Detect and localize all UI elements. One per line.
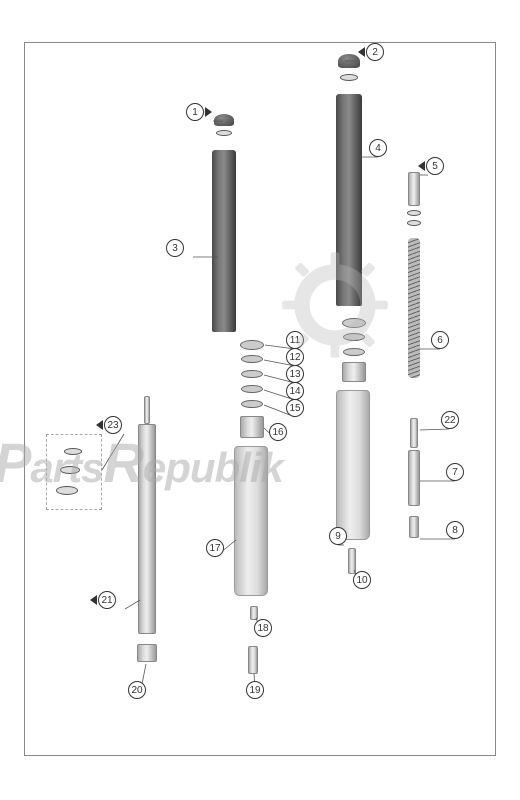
- callout-16: 16: [269, 423, 287, 441]
- callout-12: 12: [286, 348, 304, 366]
- callout-11: 11: [286, 331, 304, 349]
- part-tube-3: [212, 150, 236, 332]
- callout-14: 14: [286, 382, 304, 400]
- callout-15: 15: [286, 399, 304, 417]
- callout-23: 23: [104, 416, 122, 434]
- callout-arrow-2: [358, 47, 365, 57]
- part-lower-17: [234, 446, 268, 596]
- part-seal-kit-23b: [60, 466, 80, 474]
- part-cartridge-21: [138, 424, 156, 634]
- part-ring-5b: [407, 220, 421, 226]
- callout-20: 20: [128, 681, 146, 699]
- part-ring-2: [340, 74, 358, 81]
- callout-9: 9: [329, 527, 347, 545]
- part-ring-12: [241, 355, 263, 363]
- part-tube-4: [336, 94, 362, 306]
- callout-1: 1: [186, 103, 204, 121]
- part-lower-9: [336, 390, 370, 540]
- callout-2: 2: [366, 43, 384, 61]
- part-bolt-18: [250, 606, 258, 620]
- part-seal-r3: [343, 348, 365, 356]
- callout-10: 10: [353, 571, 371, 589]
- part-ring-1: [216, 130, 232, 136]
- part-ring-15: [241, 400, 263, 408]
- callout-arrow-23: [96, 420, 103, 430]
- callout-arrow-21: [90, 595, 97, 605]
- part-bolt-19: [248, 646, 258, 674]
- part-rod-22: [410, 418, 418, 448]
- callout-19: 19: [246, 681, 264, 699]
- callout-3: 3: [166, 239, 184, 257]
- part-seal-kit-23a: [64, 448, 82, 455]
- part-rod-21-top: [144, 396, 150, 424]
- part-collar-20: [137, 644, 157, 662]
- part-seal-r1: [342, 318, 366, 328]
- diagram-frame: [24, 42, 496, 756]
- callout-18: 18: [254, 619, 272, 637]
- callout-4: 4: [369, 139, 387, 157]
- callout-8: 8: [446, 521, 464, 539]
- part-plug-8: [409, 516, 419, 538]
- callout-arrow-1: [205, 107, 212, 117]
- part-cap-1: [214, 114, 234, 126]
- part-valve-5: [408, 172, 420, 206]
- part-cap-2: [338, 54, 360, 68]
- part-seal-r2: [343, 333, 365, 341]
- part-bush-16: [240, 416, 264, 438]
- part-ring-14: [241, 385, 263, 393]
- callout-21: 21: [98, 591, 116, 609]
- part-bush-r: [342, 362, 366, 382]
- callout-6: 6: [431, 331, 449, 349]
- part-seal-kit-23c: [56, 486, 78, 495]
- part-ring-5a: [407, 210, 421, 216]
- callout-13: 13: [286, 365, 304, 383]
- part-ring-11: [240, 340, 264, 350]
- callout-22: 22: [441, 411, 459, 429]
- part-ring-13: [241, 370, 263, 378]
- callout-5: 5: [426, 157, 444, 175]
- callout-arrow-5: [418, 161, 425, 171]
- callout-7: 7: [446, 463, 464, 481]
- part-rod-7: [408, 450, 420, 506]
- callout-17: 17: [206, 539, 224, 557]
- part-valve-10: [348, 548, 356, 574]
- part-spring-6: [408, 238, 420, 378]
